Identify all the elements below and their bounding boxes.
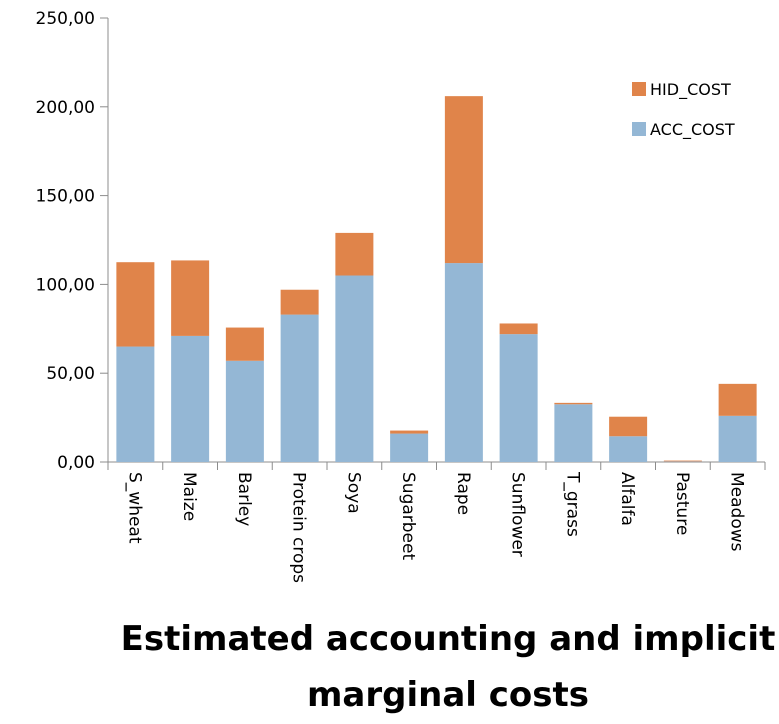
bar-acc-cost	[116, 346, 155, 462]
x-tick-label: Rape	[453, 472, 473, 515]
x-tick-label: Meadows	[727, 472, 747, 552]
chart-title-line-2: marginal costs	[307, 675, 589, 715]
bar-acc-cost	[390, 433, 429, 462]
x-tick-label: Alfalfa	[617, 472, 637, 526]
legend-swatch	[632, 82, 646, 96]
bar-hid-cost	[171, 260, 210, 336]
bar-hid-cost	[499, 323, 538, 335]
bar-acc-cost	[171, 335, 210, 462]
bar-acc-cost	[718, 415, 757, 462]
bar-acc-cost	[663, 461, 702, 462]
bar-hid-cost	[280, 289, 319, 315]
legend-swatch	[632, 122, 646, 136]
y-tick-label: 150,00	[36, 187, 95, 207]
y-tick-label: 100,00	[36, 275, 95, 295]
bar-hid-cost	[335, 232, 374, 276]
bar-hid-cost	[609, 416, 648, 437]
bar-hid-cost	[718, 383, 757, 416]
bar-acc-cost	[554, 404, 593, 462]
y-tick-label: 250,00	[36, 9, 95, 29]
bar-hid-cost	[225, 327, 264, 361]
bar-hid-cost	[116, 262, 155, 347]
bar-hid-cost	[554, 402, 593, 405]
x-axis	[107, 461, 766, 470]
y-tick-label: 50,00	[46, 364, 95, 384]
bar-acc-cost	[280, 314, 319, 462]
chart-title-line-1: Estimated accounting and implicit	[121, 619, 776, 659]
legend-label: ACC_COST	[650, 120, 735, 140]
y-tick-label: 0,00	[57, 453, 95, 473]
x-tick-label: Barley	[234, 472, 254, 526]
bar-acc-cost	[225, 360, 264, 462]
x-tick-label: Sugarbeet	[398, 472, 418, 560]
legend-label: HID_COST	[650, 80, 731, 100]
category-labels: S_wheat Maize Barley Protein crops Soya Sugar…	[124, 471, 746, 583]
bar-acc-cost	[609, 436, 648, 462]
x-tick-label: Sunflower	[508, 472, 528, 557]
bar-hid-cost	[663, 460, 702, 462]
legend: HID_COST ACC_COST	[632, 80, 735, 140]
bar-hid-cost	[390, 430, 429, 434]
bar-acc-cost	[444, 263, 483, 462]
chart-title: Estimated accounting and implicit margin…	[121, 619, 776, 715]
bars	[116, 96, 757, 462]
y-tick-label: 200,00	[36, 98, 95, 118]
x-tick-label: S_wheat	[124, 472, 144, 544]
bar-acc-cost	[335, 275, 374, 462]
bar-acc-cost	[499, 334, 538, 462]
x-tick-label: Protein crops	[289, 472, 309, 583]
x-tick-label: Maize	[179, 472, 199, 521]
x-tick-label: T_grass	[562, 471, 582, 537]
x-tick-label: Pasture	[672, 472, 692, 535]
x-tick-label: Soya	[343, 472, 363, 514]
y-axis: 0,00 50,00 100,00 150,00 200,00 250,00	[36, 9, 109, 473]
bar-hid-cost	[444, 96, 483, 264]
